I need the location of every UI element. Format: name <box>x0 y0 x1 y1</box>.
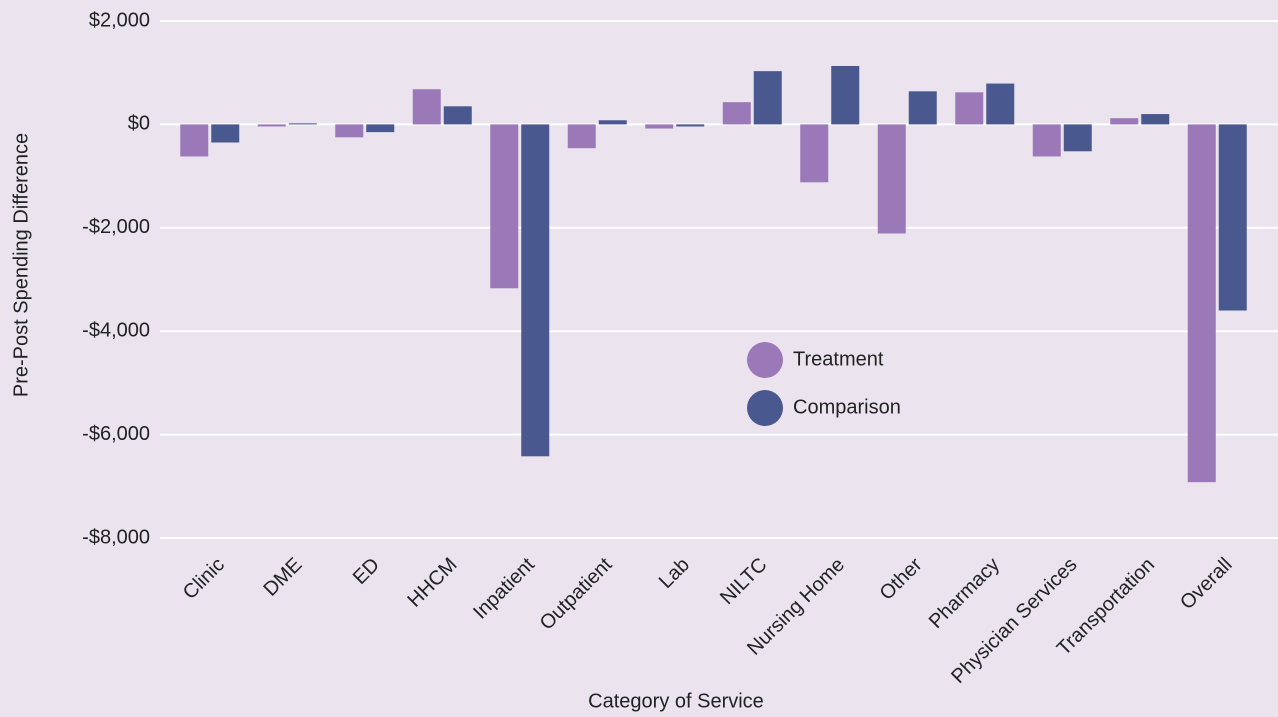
bar <box>288 123 317 125</box>
bar <box>412 89 441 125</box>
bar <box>800 124 829 183</box>
bar <box>955 92 984 125</box>
bar <box>986 83 1015 125</box>
bar <box>753 71 782 125</box>
bar <box>490 124 519 289</box>
bar <box>257 124 286 127</box>
y-tick-label: -$8,000 <box>82 526 150 548</box>
bar <box>366 124 395 133</box>
bar <box>877 124 906 234</box>
x-tick-label: Outpatient <box>536 553 617 634</box>
legend-label: Comparison <box>793 396 901 418</box>
bar <box>598 120 627 125</box>
bar <box>1063 124 1092 152</box>
x-tick-label: ED <box>349 554 384 589</box>
y-tick-label: -$4,000 <box>82 319 150 341</box>
bar <box>1141 114 1170 125</box>
legend-marker <box>747 390 783 426</box>
bar <box>521 124 550 457</box>
x-tick-label: NILTC <box>716 554 771 609</box>
legend-marker <box>747 342 783 378</box>
y-tick-label: $2,000 <box>89 9 150 31</box>
bar <box>722 102 751 125</box>
bar <box>831 65 860 125</box>
bar <box>443 106 472 125</box>
bar <box>335 124 364 138</box>
y-tick-label: -$2,000 <box>82 216 150 238</box>
y-tick-label: -$6,000 <box>82 423 150 445</box>
bar <box>567 124 596 149</box>
legend-label: Treatment <box>793 348 884 370</box>
x-tick-label: Lab <box>655 554 694 593</box>
bar <box>1187 124 1216 483</box>
bar <box>180 124 209 157</box>
bar <box>908 91 937 125</box>
y-axis-label: Pre-Post Spending Difference <box>10 133 32 397</box>
x-tick-label: HHCM <box>404 554 462 612</box>
bar <box>211 124 240 143</box>
x-tick-label: Inpatient <box>469 553 539 623</box>
bar <box>645 124 674 129</box>
x-tick-label: Overall <box>1176 554 1236 614</box>
bar <box>1032 124 1061 157</box>
x-tick-label: DME <box>260 554 307 601</box>
x-tick-label: Other <box>876 553 927 604</box>
x-axis-label: Category of Service <box>588 690 764 712</box>
x-tick-label: Pharmacy <box>925 554 1004 633</box>
bar <box>676 124 705 127</box>
y-tick-label: $0 <box>128 113 150 135</box>
bar <box>1218 124 1247 311</box>
bar <box>1110 118 1139 125</box>
x-tick-label: Clinic <box>179 554 229 604</box>
